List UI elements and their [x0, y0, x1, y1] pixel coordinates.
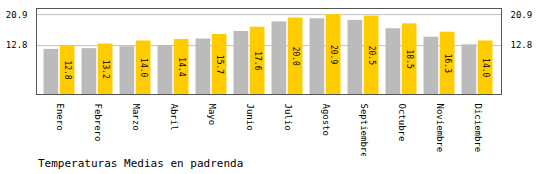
svg-text:Enero: Enero [55, 104, 65, 131]
svg-text:14.0: 14.0 [139, 58, 148, 77]
svg-text:20.9: 20.9 [511, 9, 533, 19]
svg-text:Julio: Julio [283, 104, 293, 131]
svg-text:16.3: 16.3 [443, 54, 452, 73]
svg-text:17.6: 17.6 [253, 51, 262, 70]
svg-text:20.9: 20.9 [329, 45, 338, 64]
svg-text:13.2: 13.2 [101, 60, 110, 79]
svg-text:14.4: 14.4 [177, 57, 186, 76]
svg-text:Septiembre: Septiembre [359, 104, 369, 157]
svg-text:Noviembre: Noviembre [435, 104, 445, 153]
svg-text:Abril: Abril [169, 104, 179, 131]
svg-text:20.5: 20.5 [367, 46, 376, 65]
svg-text:18.5: 18.5 [405, 50, 414, 69]
svg-text:14.0: 14.0 [481, 58, 490, 77]
svg-text:Mayo: Mayo [207, 104, 217, 126]
svg-text:Diciembre: Diciembre [473, 104, 483, 153]
svg-text:12.8: 12.8 [6, 40, 28, 50]
svg-text:20.9: 20.9 [6, 9, 28, 19]
svg-text:12.8: 12.8 [511, 40, 533, 50]
html-text:Temperaturas Medias en padrend: Temperaturas Medias en padrenda [38, 157, 244, 170]
svg-text:Octubre: Octubre [397, 104, 407, 142]
svg-text:Junio: Junio [245, 104, 255, 131]
svg-text:15.7: 15.7 [215, 55, 224, 74]
svg-text:Febrero: Febrero [93, 104, 103, 142]
svg-text:12.8: 12.8 [63, 60, 72, 79]
svg-text:Agosto: Agosto [321, 104, 331, 137]
svg-text:Marzo: Marzo [131, 104, 141, 131]
svg-text:20.0: 20.0 [291, 47, 300, 66]
